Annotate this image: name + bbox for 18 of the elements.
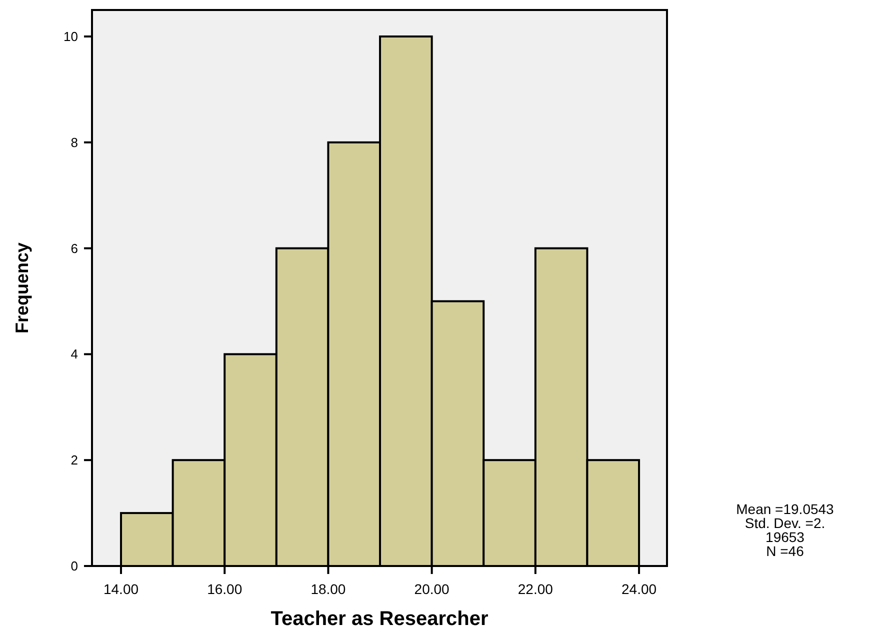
y-tick-label: 2 (70, 452, 78, 468)
text: 19653 (766, 529, 805, 545)
text: N =46 (766, 543, 804, 559)
y-tick-label: 4 (70, 346, 78, 362)
x-tick-label: 22.00 (518, 581, 554, 597)
y-tick-label: 10 (64, 29, 78, 44)
x-tick-label: 20.00 (414, 581, 450, 597)
y-tick-label: 0 (70, 558, 78, 574)
y-tick-label: 8 (70, 134, 78, 150)
y-axis-title: Frequency (12, 242, 32, 334)
text: Mean =19.0543 (736, 501, 834, 517)
x-tick-label: 16.00 (207, 581, 242, 597)
text: Std. Dev. =2. (744, 515, 826, 531)
x-tick-label: 24.00 (622, 581, 657, 597)
y-tick-label: 6 (70, 240, 78, 256)
x-axis-title: Teacher as Researcher (270, 608, 488, 630)
x-tick-label: 14.00 (103, 581, 139, 597)
x-tick-label: 18.00 (310, 581, 346, 597)
